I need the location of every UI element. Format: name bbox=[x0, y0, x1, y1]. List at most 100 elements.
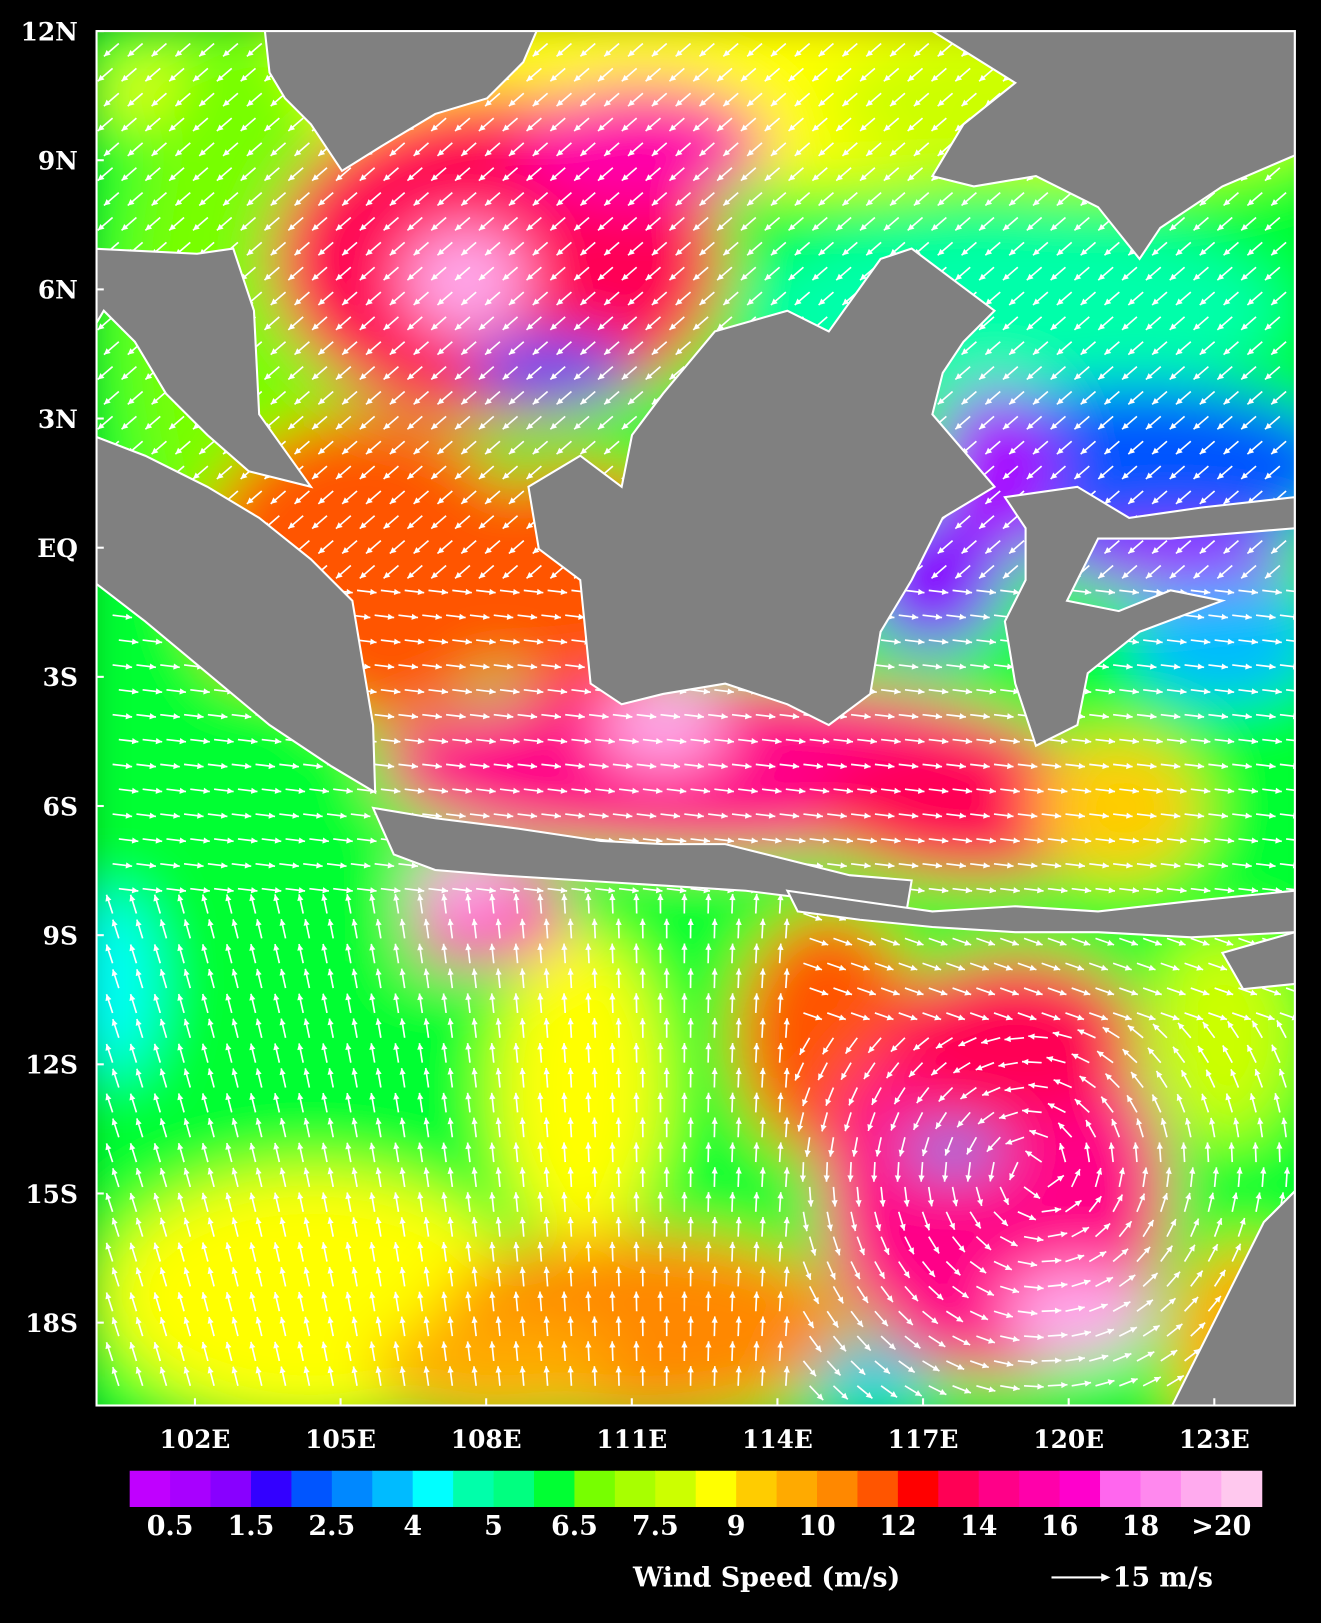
wind-vector-head bbox=[249, 1192, 256, 1200]
wind-vector-head bbox=[321, 1192, 328, 1200]
wind-vector-head bbox=[1251, 638, 1258, 645]
wind-vector-head bbox=[567, 1167, 574, 1174]
wind-vector-head bbox=[1122, 323, 1129, 330]
wind-vector-head bbox=[1104, 497, 1112, 504]
wind-vector-head bbox=[604, 199, 611, 206]
wind-vector-head bbox=[365, 348, 373, 355]
wind-vector-head bbox=[711, 968, 718, 975]
wind-vector-head bbox=[129, 1143, 136, 1151]
wind-vector-head bbox=[759, 1117, 766, 1124]
wind-vector-head bbox=[955, 571, 963, 579]
wind-vector-head bbox=[1193, 223, 1201, 231]
wind-vector-head bbox=[751, 738, 758, 745]
wind-vector-head bbox=[1227, 588, 1235, 596]
wind-vector-head bbox=[231, 1217, 238, 1225]
wind-vector-head bbox=[227, 837, 234, 844]
wind-vector-head bbox=[846, 738, 854, 745]
wind-vector-head bbox=[753, 1142, 760, 1149]
wind-vector-head bbox=[717, 273, 724, 281]
wind-vector-head bbox=[153, 1242, 160, 1250]
wind-vector-head bbox=[279, 1118, 286, 1125]
wind-vector-head bbox=[840, 812, 847, 819]
wind-vector-head bbox=[1002, 472, 1010, 479]
wind-vector-head bbox=[723, 199, 731, 206]
wind-vector-head bbox=[890, 99, 897, 107]
wind-vector-head bbox=[580, 199, 588, 206]
wind-vector-head bbox=[687, 1216, 694, 1224]
wind-vector-head bbox=[1175, 248, 1183, 256]
wind-vector bbox=[1279, 713, 1295, 718]
wind-vector-head bbox=[201, 944, 208, 952]
wind-vector-head bbox=[621, 223, 629, 231]
wind-vector-head bbox=[413, 199, 421, 206]
wind-vector-head bbox=[860, 124, 867, 131]
wind-vector-head bbox=[435, 812, 442, 819]
wind-vector-head bbox=[828, 1150, 835, 1157]
wind-vector-head bbox=[179, 837, 186, 844]
wind-vector-head bbox=[417, 1192, 424, 1199]
wind-vector-head bbox=[363, 812, 371, 819]
wind-vector-head bbox=[318, 298, 326, 305]
wind-vector-head bbox=[105, 994, 112, 1002]
wind-vector-head bbox=[1209, 1117, 1216, 1125]
wind-vector-head bbox=[399, 1167, 406, 1175]
wind-vector-head bbox=[543, 1067, 550, 1075]
wind-vector-head bbox=[1102, 713, 1109, 720]
wind-vector-head bbox=[145, 373, 153, 380]
wind-vector-head bbox=[556, 248, 564, 256]
wind-vector-head bbox=[1009, 1173, 1016, 1180]
wind-vector-head bbox=[431, 223, 438, 231]
wind-vector-head bbox=[747, 49, 754, 57]
wind-vector-head bbox=[225, 1043, 232, 1051]
wind-vector-head bbox=[465, 1142, 472, 1150]
wind-vector-head bbox=[135, 969, 142, 977]
wind-vector-head bbox=[917, 837, 925, 844]
wind-vector-head bbox=[441, 588, 449, 596]
wind-vector-head bbox=[193, 223, 200, 231]
wind-vector-head bbox=[597, 273, 605, 281]
wind-vector-head bbox=[911, 613, 919, 620]
wind-vector-head bbox=[723, 149, 731, 156]
wind-vector-head bbox=[1080, 397, 1088, 405]
wind-vector-head bbox=[651, 99, 659, 107]
wind-vector-head bbox=[111, 1068, 118, 1076]
wind-vector-head bbox=[788, 74, 796, 82]
wind-vector-head bbox=[604, 248, 611, 256]
wind-vector-head bbox=[561, 1241, 568, 1249]
wind-vector-head bbox=[530, 713, 538, 720]
wind-vector-head bbox=[1122, 273, 1129, 281]
wind-vector-head bbox=[615, 1018, 622, 1025]
wind-vector-head bbox=[201, 1093, 208, 1101]
wind-vector-head bbox=[1271, 348, 1278, 355]
wind-vector-head bbox=[201, 1143, 208, 1150]
wind-vector-head bbox=[530, 812, 538, 819]
wind-vector-head bbox=[383, 522, 391, 529]
wind-vector-head bbox=[1126, 862, 1133, 869]
wind-vector-head bbox=[173, 862, 180, 869]
wind-vector-head bbox=[775, 738, 782, 745]
wind-vector-head bbox=[312, 522, 319, 529]
wind-vector-head bbox=[471, 1067, 478, 1075]
wind-vector-head bbox=[346, 837, 353, 844]
wind-vector-head bbox=[645, 373, 653, 380]
wind-vector-head bbox=[447, 1018, 454, 1025]
wind-vector-head bbox=[435, 663, 442, 670]
wind-vector-head bbox=[1239, 1217, 1246, 1225]
wind-vector-head bbox=[105, 894, 112, 902]
wind-vector-head bbox=[345, 1192, 352, 1200]
wind-vector-head bbox=[121, 174, 129, 181]
wind-vector-head bbox=[246, 99, 254, 107]
speed-region bbox=[373, 1315, 622, 1406]
wind-vector-head bbox=[318, 149, 326, 156]
wind-vector-head bbox=[345, 943, 352, 951]
wind-vector-head bbox=[179, 787, 186, 794]
wind-vector-head bbox=[657, 1042, 664, 1050]
wind-vector-head bbox=[775, 837, 782, 844]
wind-vector-head bbox=[628, 348, 635, 355]
wind-vector-head bbox=[1212, 1167, 1219, 1174]
wind-vector-head bbox=[1002, 373, 1010, 380]
wind-vector-head bbox=[1251, 887, 1258, 894]
wind-vector-head bbox=[818, 248, 826, 256]
wind-vector-head bbox=[223, 49, 230, 57]
wind-vector-head bbox=[1175, 547, 1183, 554]
